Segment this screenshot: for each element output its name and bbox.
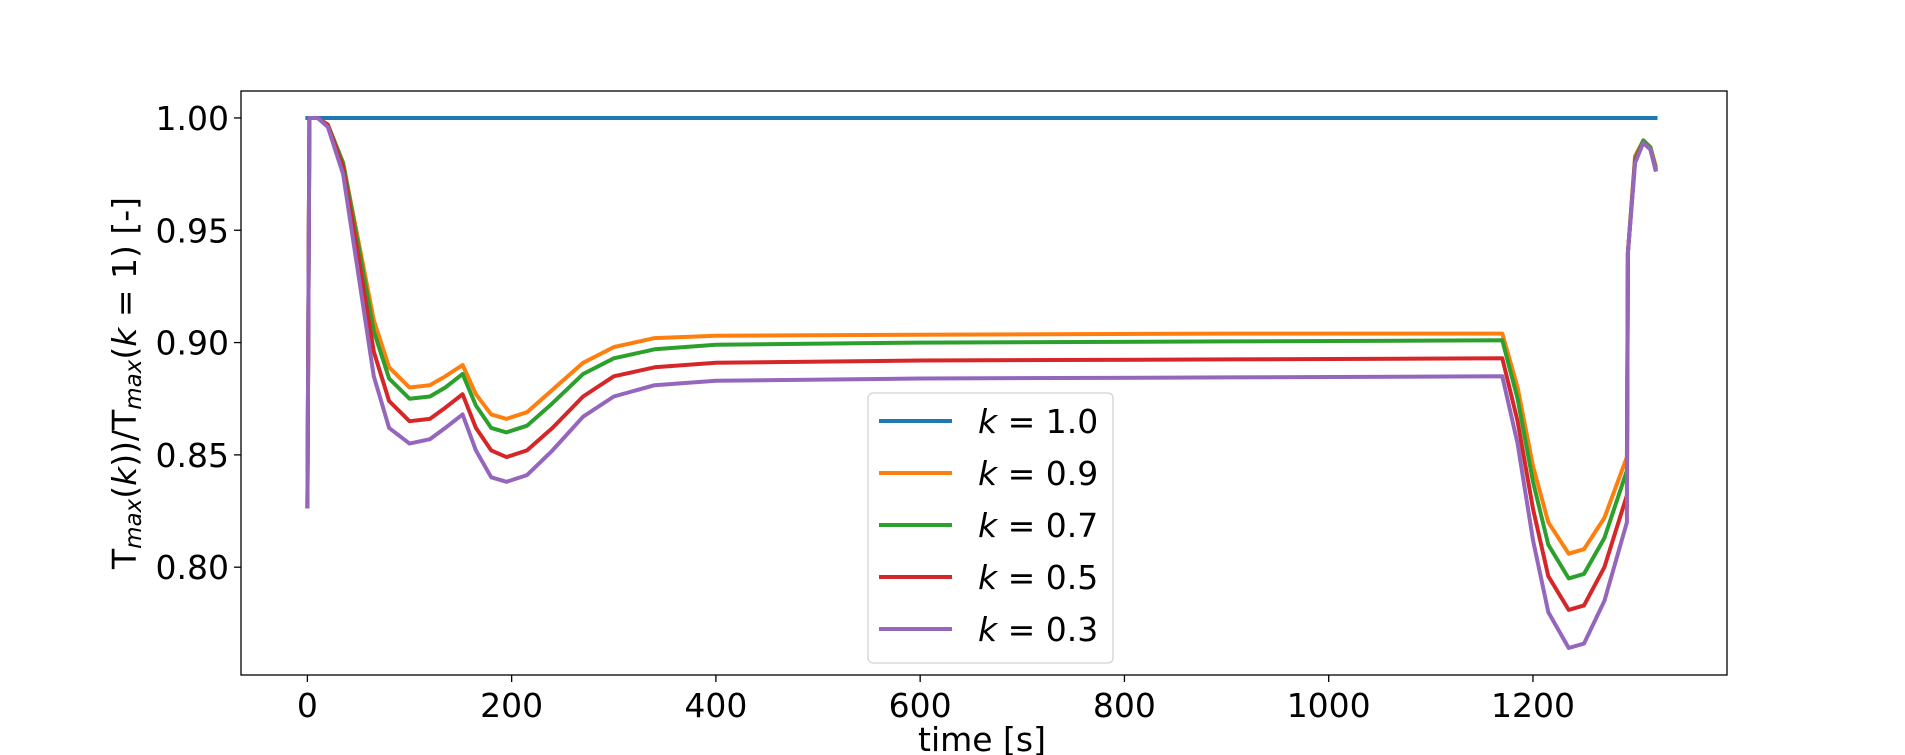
x-axis: 0 200 400 600 800 1000 1200 bbox=[297, 675, 1575, 725]
legend-label-2: k = 0.7 bbox=[978, 506, 1098, 545]
series-layer bbox=[305, 116, 1658, 650]
legend-label-1: k = 0.9 bbox=[978, 454, 1098, 493]
y-tick-label: 1.00 bbox=[156, 99, 229, 138]
legend: k = 1.0 k = 0.9 k = 0.7 k = 0.5 k = 0.3 bbox=[867, 392, 1114, 664]
y-tick-label: 0.90 bbox=[156, 324, 229, 363]
x-tick-label: 1200 bbox=[1491, 686, 1575, 725]
x-tick-label: 800 bbox=[1093, 686, 1156, 725]
series-line-3 bbox=[305, 116, 1658, 612]
y-axis-label: Tmax(k))/Tmax(k = 1) [-] bbox=[105, 197, 147, 570]
legend-label-4: k = 0.3 bbox=[978, 610, 1098, 649]
legend-label-3: k = 0.5 bbox=[978, 558, 1098, 597]
legend-box bbox=[867, 392, 1114, 664]
legend-label-0: k = 1.0 bbox=[978, 402, 1098, 441]
y-tick-label: 0.85 bbox=[156, 436, 229, 475]
plot-area bbox=[305, 116, 1658, 650]
x-tick-label: 400 bbox=[684, 686, 747, 725]
series-line-2 bbox=[305, 116, 1658, 581]
x-tick-label: 1000 bbox=[1287, 686, 1371, 725]
x-tick-label: 200 bbox=[480, 686, 543, 725]
x-axis-label: time [s] bbox=[918, 720, 1046, 755]
series-line-4 bbox=[305, 116, 1658, 650]
y-tick-label: 0.80 bbox=[156, 548, 229, 587]
plot-frame bbox=[240, 90, 1728, 676]
y-tick-label: 0.95 bbox=[156, 211, 229, 250]
y-axis: 0.80 0.85 0.90 0.95 1.00 bbox=[156, 99, 241, 587]
x-tick-label: 600 bbox=[889, 686, 952, 725]
x-tick-label: 0 bbox=[297, 686, 318, 725]
